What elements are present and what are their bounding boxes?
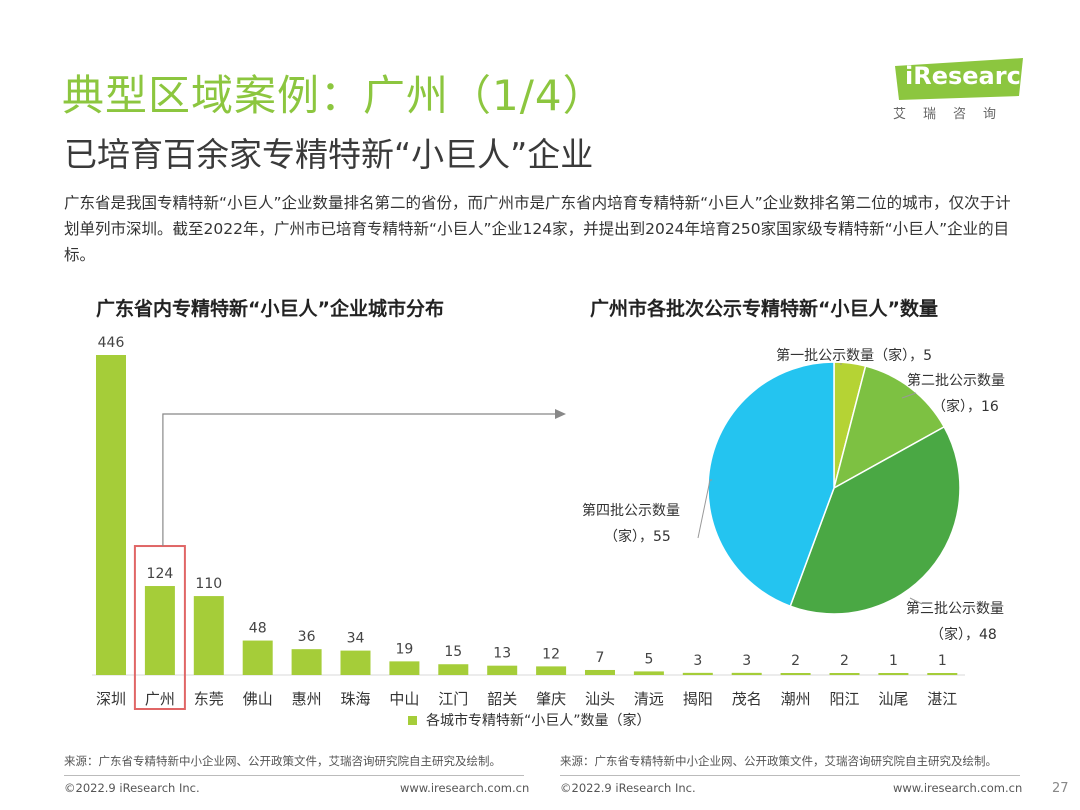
footer-rule-right <box>560 775 1020 776</box>
bar-chart: 446深圳124广州110东莞48佛山36惠州34珠海19中山15江门13韶关1… <box>92 335 965 729</box>
pie-chart: 第一批公示数量（家），5 第二批公示数量 （家），16 第三批公示数量 （家），48 第四… <box>582 347 1005 643</box>
tick-label-湛江: 湛江 <box>927 690 957 708</box>
page-title: 典型区域案例：广州（1/4） <box>62 71 606 120</box>
tick-label-珠海: 珠海 <box>340 690 370 708</box>
tick-label-茂名: 茂名 <box>732 690 762 708</box>
data-label-揭阳: 3 <box>693 653 702 669</box>
pie-label-3-line2: （家），48 <box>930 626 997 643</box>
data-label-江门: 15 <box>444 644 462 660</box>
bar-潮州 <box>780 673 811 675</box>
data-label-珠海: 34 <box>347 631 365 647</box>
page-number: 27 <box>1052 781 1069 796</box>
iresearch-logo <box>895 58 1023 100</box>
bar-茂名 <box>731 672 762 675</box>
copyright-right: ©2022.9 iResearch Inc. <box>560 781 696 795</box>
data-label-汕尾: 1 <box>889 653 898 669</box>
data-label-韶关: 13 <box>493 646 511 662</box>
url-right[interactable]: www.iresearch.com.cn <box>893 781 1023 795</box>
tick-label-惠州: 惠州 <box>292 690 322 708</box>
pie-slice-3 <box>789 425 961 615</box>
tick-label-中山: 中山 <box>389 690 419 708</box>
bar-佛山 <box>242 640 273 675</box>
bar-揭阳 <box>682 672 713 675</box>
connector-arrowhead <box>555 409 566 419</box>
tick-label-肇庆: 肇庆 <box>536 690 566 708</box>
data-label-茂名: 3 <box>742 653 751 669</box>
data-label-阳江: 2 <box>840 653 849 669</box>
pie-leader-4 <box>697 479 712 539</box>
pie-label-3-line1: 第三批公示数量 <box>906 600 1004 617</box>
bar-汕头 <box>585 669 615 675</box>
pie-label-4-line2: （家），55 <box>604 528 671 545</box>
source-left: 来源：广东省专精特新中小企业网、公开政策文件，艾瑞咨询研究院自主研究及绘制。 <box>64 754 501 768</box>
footer-rule-left <box>64 775 524 776</box>
url-left[interactable]: www.iresearch.com.cn <box>400 781 530 795</box>
tick-label-潮州: 潮州 <box>781 690 811 708</box>
data-label-中山: 19 <box>395 641 413 657</box>
data-label-潮州: 2 <box>791 653 800 669</box>
pie-label-4-line1: 第四批公示数量 <box>582 502 680 519</box>
data-label-深圳: 446 <box>98 335 125 351</box>
bar-东莞 <box>193 596 224 675</box>
legend-label: 各城市专精特新“小巨人”数量（家） <box>426 712 651 729</box>
copyright-left: ©2022.9 iResearch Inc. <box>64 781 200 795</box>
logo-text: iResearch <box>905 62 1038 90</box>
bar-阳江 <box>829 673 860 675</box>
tick-label-韶关: 韶关 <box>487 690 517 708</box>
tick-label-深圳: 深圳 <box>96 690 126 708</box>
bar-chart-title: 广东省内专精特新“小巨人”企业城市分布 <box>96 298 444 320</box>
bar-清远 <box>633 671 664 675</box>
tick-label-东莞: 东莞 <box>194 690 224 708</box>
tick-label-江门: 江门 <box>438 690 468 708</box>
source-right: 来源：广东省专精特新中小企业网、公开政策文件，艾瑞咨询研究院自主研究及绘制。 <box>560 754 997 768</box>
data-label-佛山: 48 <box>249 621 267 637</box>
pie-slice-4 <box>707 361 835 608</box>
bar-肇庆 <box>536 666 567 675</box>
pie-slice-2 <box>832 365 946 490</box>
pie-chart-title: 广州市各批次公示专精特新“小巨人”数量 <box>590 298 938 320</box>
data-label-广州: 124 <box>147 566 174 582</box>
bar-珠海 <box>340 650 371 675</box>
highlight-box <box>133 545 186 710</box>
legend-swatch <box>408 716 417 725</box>
bar-惠州 <box>291 649 322 675</box>
intro-paragraph: 广东省是我国专精特新“小巨人”企业数量排名第二的省份，而广州市是广东省内培育专精… <box>64 194 1011 264</box>
bar-江门 <box>438 664 469 675</box>
data-label-汕头: 7 <box>596 650 605 666</box>
tick-label-清远: 清远 <box>634 690 664 708</box>
pie-leader-2 <box>901 392 917 399</box>
tick-label-揭阳: 揭阳 <box>683 690 713 708</box>
data-label-湛江: 1 <box>938 653 947 669</box>
data-label-东莞: 110 <box>195 576 222 592</box>
page-subtitle: 已培育百余家专精特新“小巨人”企业 <box>64 135 594 174</box>
tick-label-汕尾: 汕尾 <box>878 690 908 708</box>
logo-subtext: 艾瑞咨询 <box>893 107 1014 122</box>
bar-深圳 <box>96 355 126 675</box>
pie-label-2-line2: （家），16 <box>932 398 999 415</box>
data-label-肇庆: 12 <box>542 646 560 662</box>
tick-label-汕头: 汕头 <box>585 690 615 708</box>
pie-label-2-line1: 第二批公示数量 <box>907 372 1005 389</box>
bar-湛江 <box>927 673 958 675</box>
tick-label-佛山: 佛山 <box>243 690 273 708</box>
connector-line <box>162 413 555 547</box>
pie-label-1: 第一批公示数量（家），5 <box>776 347 932 364</box>
pie-leader-3 <box>909 597 923 605</box>
tick-label-广州: 广州 <box>145 690 175 708</box>
data-label-惠州: 36 <box>298 629 316 645</box>
bar-汕尾 <box>878 673 909 675</box>
bar-韶关 <box>487 665 518 675</box>
bar-中山 <box>389 661 420 675</box>
bar-广州 <box>144 586 175 675</box>
tick-label-阳江: 阳江 <box>829 690 859 708</box>
data-label-清远: 5 <box>644 651 653 667</box>
